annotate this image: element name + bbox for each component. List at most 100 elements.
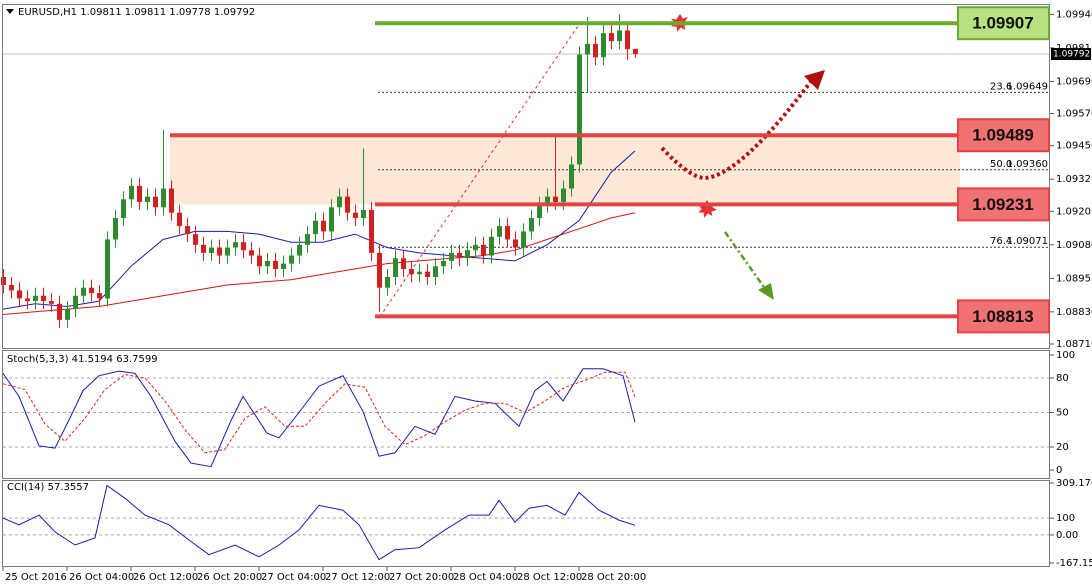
y-tick-label: 1.09205 bbox=[1056, 206, 1092, 217]
candle-body bbox=[625, 30, 630, 50]
indicator-value: 41.5194 bbox=[72, 354, 113, 365]
candle-body bbox=[409, 268, 414, 275]
indicator-line bbox=[2, 371, 636, 454]
y-tick-label: 1.08710 bbox=[1056, 339, 1092, 350]
candle-body bbox=[169, 188, 174, 213]
candle-body bbox=[577, 54, 582, 165]
bearish-arrow bbox=[723, 231, 768, 291]
candle-body bbox=[457, 252, 462, 259]
candle-body bbox=[497, 226, 502, 237]
candle-body bbox=[385, 276, 390, 288]
candle-body bbox=[441, 260, 446, 267]
candle-body bbox=[1, 276, 6, 286]
fib-price: 1.09360 bbox=[1007, 159, 1048, 170]
level-label: 1.09907 bbox=[972, 14, 1033, 33]
candle-body bbox=[377, 252, 382, 288]
x-tick-label: 25 Oct 2016 bbox=[5, 572, 67, 583]
x-tick-label: 27 Oct 12:00 bbox=[325, 572, 390, 583]
y-tick-label: 0 bbox=[1056, 465, 1062, 476]
candle-body bbox=[553, 196, 558, 202]
fib-trend bbox=[379, 22, 581, 317]
candle-body bbox=[513, 239, 518, 248]
candle-body bbox=[49, 301, 54, 304]
candle-body bbox=[609, 33, 614, 42]
indicator-name: CCI(14) bbox=[7, 482, 45, 493]
fib-ratio: 76.4 bbox=[990, 236, 1012, 247]
level-label: 1.08813 bbox=[972, 307, 1033, 326]
candle-body bbox=[401, 258, 406, 269]
candle-body bbox=[601, 33, 606, 58]
y-tick-label: 80 bbox=[1056, 373, 1069, 384]
price-tag-label: 1.09792 bbox=[1053, 50, 1090, 60]
y-tick-label: -167.152 bbox=[1056, 558, 1092, 569]
candle-body bbox=[81, 287, 86, 296]
candle-body bbox=[561, 188, 566, 202]
under-layer: 23.61.09649 50.01.09360 76.41.09071 bbox=[3, 22, 1050, 536]
candle-body bbox=[113, 218, 118, 240]
y-tick-label: 1.09325 bbox=[1056, 174, 1092, 185]
annotations: 1.09907 1.09489 1.09231 1.08813 bbox=[170, 6, 1050, 334]
symbol: EURUSD,H1 bbox=[18, 7, 77, 18]
main-frame bbox=[2, 4, 1050, 349]
candle-body bbox=[369, 209, 374, 253]
candle-body bbox=[265, 260, 270, 267]
candle-body bbox=[201, 244, 206, 253]
candle-body bbox=[9, 285, 14, 291]
candle-body bbox=[569, 164, 574, 189]
candle-body bbox=[521, 231, 526, 248]
x-tick-label: 28 Oct 04:00 bbox=[453, 572, 518, 583]
x-tick-label: 26 Oct 20:00 bbox=[197, 572, 262, 583]
candle-body bbox=[225, 247, 230, 256]
fib-price: 1.09071 bbox=[1007, 236, 1048, 247]
candle-body bbox=[241, 242, 246, 251]
fib-price: 1.09649 bbox=[1007, 81, 1048, 92]
x-tick-label: 28 Oct 20:00 bbox=[581, 572, 646, 583]
mark-layer bbox=[1, 14, 638, 561]
bullish-arrow bbox=[660, 78, 814, 181]
candle-body bbox=[617, 30, 622, 42]
candle-body bbox=[105, 239, 110, 299]
x-tick-label: 26 Oct 12:00 bbox=[133, 572, 198, 583]
candle-body bbox=[65, 309, 70, 320]
level-label: 1.09231 bbox=[972, 195, 1033, 214]
candle-body bbox=[41, 295, 46, 302]
candle-body bbox=[585, 43, 590, 55]
candle-body bbox=[233, 242, 238, 248]
candle-body bbox=[417, 271, 422, 275]
candle-body bbox=[161, 188, 166, 208]
candle-body bbox=[73, 295, 78, 310]
candle-body bbox=[465, 250, 470, 259]
level-box bbox=[957, 187, 1050, 222]
candle-body bbox=[209, 247, 214, 253]
candle-body bbox=[305, 234, 310, 245]
level-box bbox=[957, 6, 1050, 41]
candle-body bbox=[537, 204, 542, 219]
y-tick-label: 1.09940 bbox=[1056, 9, 1092, 20]
cci-frame bbox=[2, 480, 1050, 567]
y-tick-label: 100 bbox=[1056, 350, 1075, 361]
candle-body bbox=[25, 298, 30, 302]
candle-body bbox=[129, 185, 134, 200]
candle-body bbox=[273, 260, 278, 269]
header: EURUSD,H1 1.09811 1.09811 1.09778 1.0979… bbox=[18, 7, 255, 18]
candle-body bbox=[425, 271, 430, 277]
indicator-value: 57.3557 bbox=[48, 482, 89, 493]
candle-body bbox=[281, 263, 286, 269]
candle-body bbox=[177, 212, 182, 227]
indicator-title: CCI(14) 57.3557 bbox=[7, 482, 89, 493]
candle-body bbox=[185, 226, 190, 235]
y-tick-label: 50 bbox=[1056, 408, 1069, 419]
candle-body bbox=[313, 220, 318, 235]
x-tick-label: 26 Oct 04:00 bbox=[69, 572, 134, 583]
y-tick-label: 1.08955 bbox=[1056, 273, 1092, 284]
indicator-value: 63.7599 bbox=[116, 354, 157, 365]
last-open: 1.09811 bbox=[80, 7, 121, 18]
price-tag bbox=[1051, 48, 1091, 61]
candle-body bbox=[33, 295, 38, 302]
candle-body bbox=[633, 48, 638, 55]
y-tick-label: 1.09570 bbox=[1056, 109, 1092, 120]
y-tick-label: 1.09080 bbox=[1056, 240, 1092, 251]
y-tick-label: 20 bbox=[1056, 442, 1069, 453]
